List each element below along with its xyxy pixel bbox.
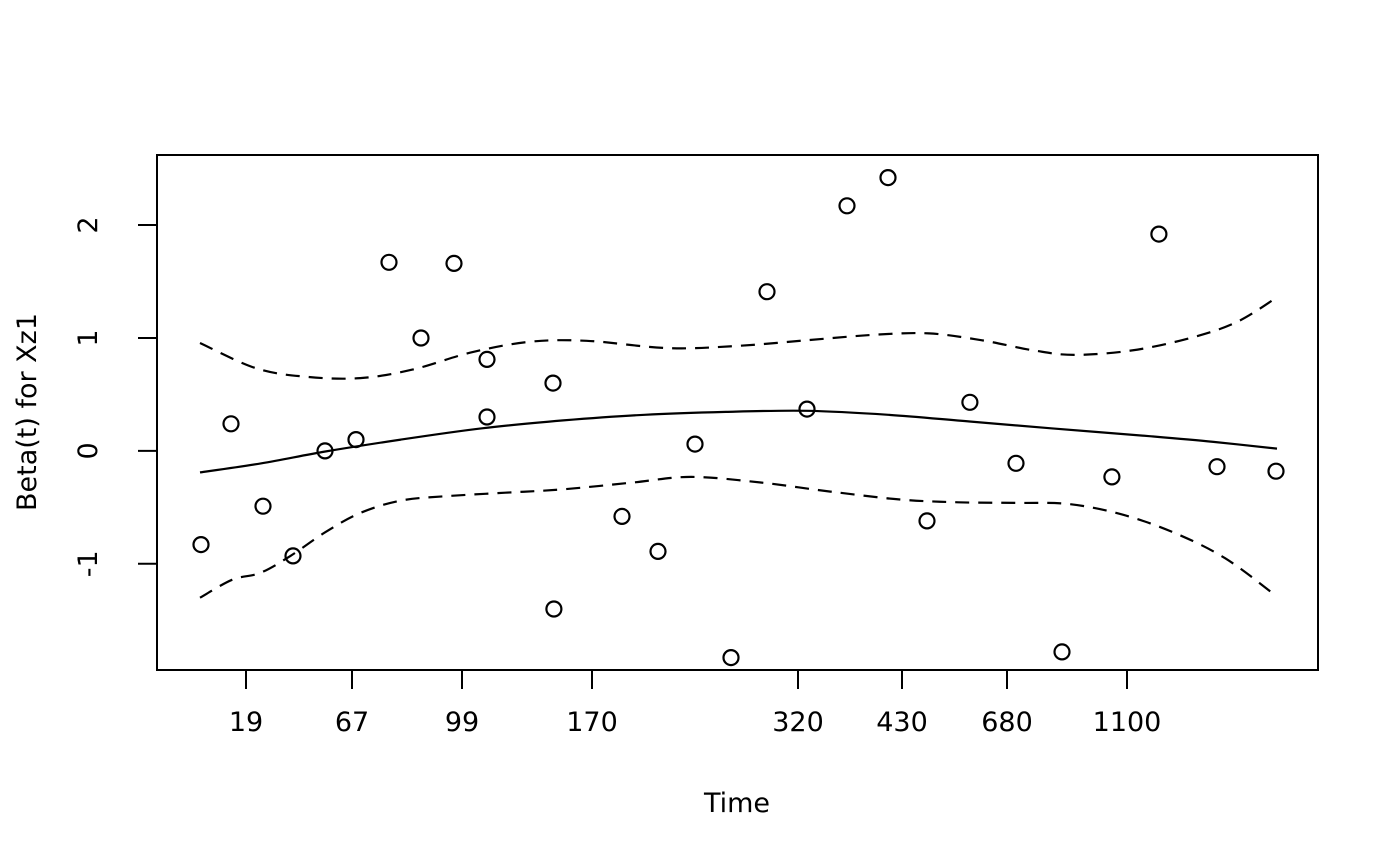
data-point xyxy=(284,547,302,565)
x-tick-label: 320 xyxy=(772,707,824,738)
y-axis-ticks: -1 0 1 2 xyxy=(73,216,157,577)
data-point xyxy=(1053,643,1071,661)
confidence-bands xyxy=(199,296,1278,599)
data-point xyxy=(222,415,240,433)
data-point xyxy=(254,497,272,515)
y-tick-label: 2 xyxy=(73,216,104,233)
y-tick-label: 1 xyxy=(73,329,104,346)
y-tick-label: -1 xyxy=(73,550,104,577)
x-axis-title: Time xyxy=(703,788,770,819)
x-axis-ticks: 19 67 99 170 320 430 680 1100 xyxy=(229,670,1162,738)
data-point xyxy=(445,254,463,272)
data-point xyxy=(1103,468,1121,486)
data-point xyxy=(412,329,430,347)
data-point xyxy=(544,374,562,392)
x-tick-label: 170 xyxy=(566,707,618,738)
data-point xyxy=(192,535,210,554)
x-tick-label: 19 xyxy=(229,707,263,738)
data-point xyxy=(1267,462,1285,480)
data-point xyxy=(1007,454,1025,472)
y-tick-label: 0 xyxy=(73,442,104,459)
smooth-spline-line xyxy=(199,409,1278,474)
data-point xyxy=(961,393,979,411)
lower-confidence-band-line xyxy=(199,475,1278,599)
data-point xyxy=(879,169,897,187)
data-point xyxy=(722,648,740,667)
x-tick-label: 1100 xyxy=(1093,707,1162,738)
data-point xyxy=(380,253,398,271)
scatter-points xyxy=(192,169,1285,667)
data-point xyxy=(545,600,563,618)
x-tick-label: 99 xyxy=(445,707,479,738)
data-point xyxy=(686,435,704,453)
data-point xyxy=(798,400,816,418)
plot-box xyxy=(156,154,1319,671)
plot-frame xyxy=(156,154,1319,671)
x-tick-label: 680 xyxy=(981,707,1033,738)
data-point xyxy=(758,283,776,301)
data-point xyxy=(478,408,496,426)
smooth-line xyxy=(199,409,1278,474)
data-point xyxy=(1208,458,1226,476)
data-point xyxy=(613,507,631,526)
data-point xyxy=(316,442,334,460)
upper-confidence-band-line xyxy=(199,296,1278,380)
y-axis-title: Beta(t) for Xz1 xyxy=(12,313,43,511)
x-tick-label: 430 xyxy=(876,707,928,738)
data-point xyxy=(478,350,496,368)
x-tick-label: 67 xyxy=(335,707,369,738)
data-point xyxy=(918,512,936,530)
data-point xyxy=(649,542,667,561)
data-point xyxy=(838,197,856,215)
data-point xyxy=(347,431,365,449)
data-point xyxy=(1150,225,1168,243)
